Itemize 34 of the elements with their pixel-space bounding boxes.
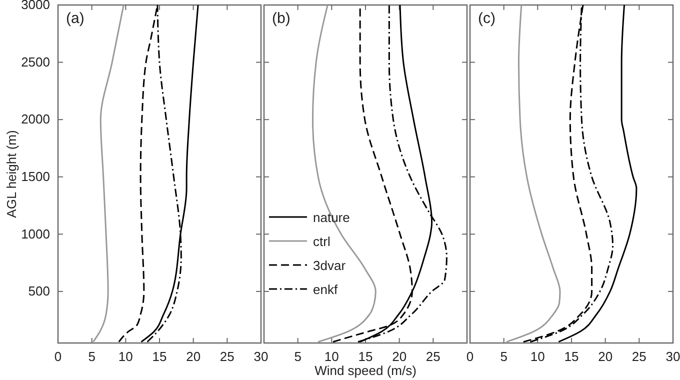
x-tick-label: 15 xyxy=(358,349,373,364)
x-tick-label: 5 xyxy=(500,349,508,364)
x-tick-label: 10 xyxy=(324,349,339,364)
x-tick-label: 15 xyxy=(152,349,167,364)
x-tick-label: 10 xyxy=(530,349,545,364)
y-tick-label: 3000 xyxy=(21,0,50,12)
x-tick-label: 5 xyxy=(88,349,96,364)
x-tick-label: 30 xyxy=(666,349,680,364)
y-tick-label: 1000 xyxy=(21,226,50,242)
y-tick-label: 2000 xyxy=(21,112,50,127)
x-tick-label: 0 xyxy=(466,349,474,364)
y-tick-label: 2500 xyxy=(21,54,50,70)
x-tick-label: 15 xyxy=(564,349,579,364)
y-axis-title: AGL height (m) xyxy=(4,130,19,218)
x-tick-label: 20 xyxy=(598,349,613,364)
x-tick-label: 20 xyxy=(392,349,407,364)
x-tick-label: 25 xyxy=(426,349,440,364)
legend-label: nature xyxy=(313,210,350,225)
annotation: (b) xyxy=(272,10,290,27)
x-tick-label: 20 xyxy=(186,349,201,364)
legend-label: 3dvar xyxy=(313,258,346,273)
annotation: (c) xyxy=(478,10,496,27)
x-tick-label: 0 xyxy=(54,349,62,364)
legend-label: ctrl xyxy=(313,234,330,249)
x-tick-label: 5 xyxy=(294,349,302,364)
x-tick-label: 10 xyxy=(118,349,133,364)
y-tick-label: 1500 xyxy=(21,169,50,184)
x-tick-label: 25 xyxy=(632,349,646,364)
x-axis-title: Wind speed (m/s) xyxy=(314,363,416,378)
y-tick-label: 500 xyxy=(28,284,50,299)
annotation: (a) xyxy=(66,10,84,27)
legend-label: enkf xyxy=(313,282,338,297)
x-tick-label: 25 xyxy=(220,349,234,364)
x-tick-label: 30 xyxy=(254,349,268,364)
